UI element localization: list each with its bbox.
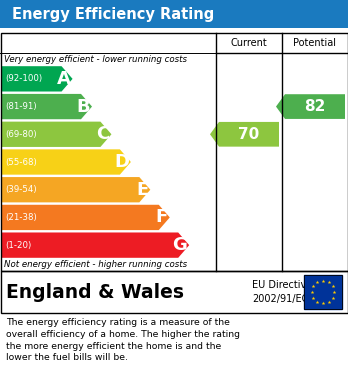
Text: Energy Efficiency Rating: Energy Efficiency Rating bbox=[12, 7, 214, 22]
Text: 82: 82 bbox=[304, 99, 326, 114]
Polygon shape bbox=[210, 122, 279, 147]
Polygon shape bbox=[2, 66, 73, 91]
Text: Very energy efficient - lower running costs: Very energy efficient - lower running co… bbox=[4, 55, 187, 64]
Text: The energy efficiency rating is a measure of the
overall efficiency of a home. T: The energy efficiency rating is a measur… bbox=[6, 318, 240, 362]
Bar bbox=[0, 0, 348, 28]
Bar bbox=[304, 275, 342, 309]
Text: A: A bbox=[57, 70, 71, 88]
Text: F: F bbox=[156, 208, 168, 226]
Text: C: C bbox=[96, 125, 109, 143]
Bar bbox=[0, 271, 348, 313]
Bar bbox=[0, 33, 348, 271]
Text: (69-80): (69-80) bbox=[5, 130, 37, 139]
Text: England & Wales: England & Wales bbox=[6, 283, 184, 301]
Polygon shape bbox=[2, 122, 111, 147]
Text: (92-100): (92-100) bbox=[5, 74, 42, 83]
Polygon shape bbox=[2, 233, 189, 258]
Text: EU Directive
2002/91/EC: EU Directive 2002/91/EC bbox=[252, 280, 312, 303]
Polygon shape bbox=[2, 177, 150, 203]
Text: E: E bbox=[136, 181, 148, 199]
Text: (21-38): (21-38) bbox=[5, 213, 37, 222]
Text: D: D bbox=[114, 153, 129, 171]
Polygon shape bbox=[276, 94, 345, 119]
Text: B: B bbox=[76, 98, 90, 116]
Text: Not energy efficient - higher running costs: Not energy efficient - higher running co… bbox=[4, 260, 187, 269]
Text: G: G bbox=[172, 236, 187, 254]
Text: (81-91): (81-91) bbox=[5, 102, 37, 111]
Text: Current: Current bbox=[231, 38, 267, 48]
Text: (55-68): (55-68) bbox=[5, 158, 37, 167]
Bar bbox=[304, 275, 342, 309]
Polygon shape bbox=[2, 205, 170, 230]
Text: (39-54): (39-54) bbox=[5, 185, 37, 194]
Polygon shape bbox=[2, 94, 92, 119]
Text: 70: 70 bbox=[238, 127, 260, 142]
Text: Potential: Potential bbox=[293, 38, 337, 48]
Polygon shape bbox=[2, 149, 131, 175]
Text: (1-20): (1-20) bbox=[5, 240, 31, 249]
